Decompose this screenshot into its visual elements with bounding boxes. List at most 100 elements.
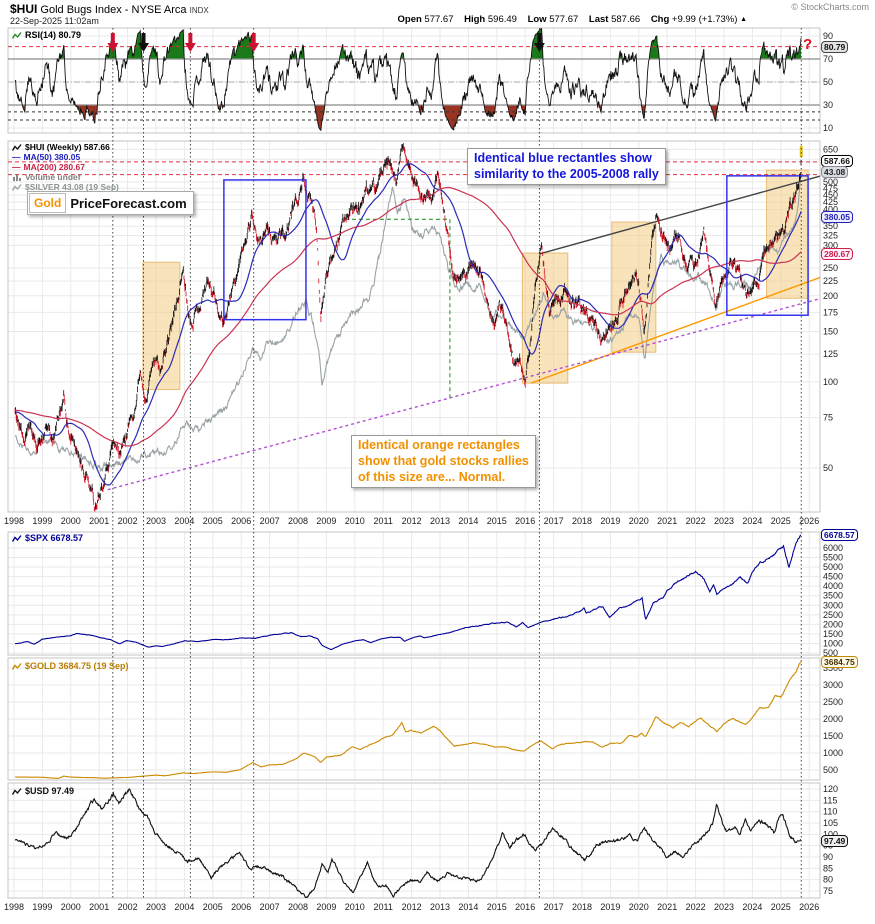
axis-tick-label: 2000 xyxy=(823,619,843,629)
axis-tick-label: 2500 xyxy=(823,610,843,620)
red-down-arrow xyxy=(107,33,119,52)
ma50-swatch: — xyxy=(12,152,21,162)
year-axis-label: 2002 xyxy=(118,516,138,526)
silver-line-icon xyxy=(11,183,22,192)
year-axis-label: 2005 xyxy=(203,902,223,912)
open-value: 577.67 xyxy=(424,14,454,25)
volume-legend-row: Volume undef xyxy=(12,172,119,182)
axis-tick-label: 175 xyxy=(823,307,838,317)
last-label: Last xyxy=(588,14,609,25)
gold-legend-label: $GOLD 3684.75 (19 Sep) xyxy=(25,661,129,671)
axis-tick-label: 500 xyxy=(823,648,838,658)
silver-legend-label: $SILVER 43.08 (19 Sep) xyxy=(25,182,119,192)
axis-tick-label: 85 xyxy=(823,863,833,873)
grid-gold xyxy=(8,658,820,780)
rsi-band-fill xyxy=(59,28,802,59)
hui-legend-block: $HUI (Weekly) 587.66 — MA(50) 380.05 — M… xyxy=(11,142,119,192)
axis-tick-label: 2500 xyxy=(823,697,843,707)
rsi-legend-label: RSI(14) 80.79 xyxy=(25,30,82,40)
axis-tick-label: 1500 xyxy=(823,731,843,741)
year-axis-label: 2022 xyxy=(686,516,706,526)
year-axis-label: 2005 xyxy=(203,516,223,526)
year-axis-label: 2023 xyxy=(714,902,734,912)
year-axis-label: 2018 xyxy=(572,902,592,912)
year-axis-label: 2014 xyxy=(458,902,478,912)
hui-candles-down xyxy=(14,143,798,512)
year-axis-label: 2002 xyxy=(118,902,138,912)
year-axis-label: 2012 xyxy=(402,516,422,526)
year-axis-label: 2012 xyxy=(402,902,422,912)
year-axis-label: 2009 xyxy=(316,902,336,912)
ma200-legend-label: MA(200) 280.67 xyxy=(23,162,85,172)
hui-legend-label: $HUI (Weekly) 587.66 xyxy=(25,142,110,152)
year-axis-label: 2013 xyxy=(430,516,450,526)
orange-note-line2: show that gold stocks rallies xyxy=(358,454,529,468)
year-axis-label: 2004 xyxy=(174,516,194,526)
year-axis-label: 2023 xyxy=(714,516,734,526)
low-value: 577.67 xyxy=(549,14,579,25)
hui-legend-row: $HUI (Weekly) 587.66 xyxy=(11,142,119,152)
year-axis-label: 2008 xyxy=(288,516,308,526)
year-axis-label: 2026 xyxy=(799,902,819,912)
axis-tick-label: 30 xyxy=(823,100,833,110)
gold-value-callout: 3684.75 xyxy=(821,656,858,668)
year-axis-label: 1998 xyxy=(4,516,24,526)
ma200-value-callout: 280.67 xyxy=(821,248,853,260)
axis-tick-label: 350 xyxy=(823,221,838,231)
usd-line xyxy=(14,788,802,898)
year-axis-label: 2026 xyxy=(799,516,819,526)
year-axis-label: 2009 xyxy=(316,516,336,526)
axis-tick-label: 120 xyxy=(823,784,838,794)
spx-legend: $SPX 6678.57 xyxy=(11,533,84,543)
orange-highlight-rect xyxy=(142,261,181,391)
year-axis-label: 2022 xyxy=(686,902,706,912)
axis-tick-label: 70 xyxy=(823,54,833,64)
copyright: © StockCharts.com xyxy=(791,2,869,12)
year-axis-label: 2000 xyxy=(61,902,81,912)
axis-tick-label: 3000 xyxy=(823,680,843,690)
axis-tick-label: 6000 xyxy=(823,543,843,553)
year-axis-label: 2021 xyxy=(657,902,677,912)
last-value: 587.66 xyxy=(611,14,641,25)
year-axis-label: 2011 xyxy=(374,516,393,526)
axis-tick-label: 5500 xyxy=(823,553,843,563)
orange-note-line1: Identical orange rectangles xyxy=(358,438,520,452)
axis-tick-label: 400 xyxy=(823,205,838,215)
axis-tick-label: 115 xyxy=(823,795,837,805)
axis-tick-label: 500 xyxy=(823,177,838,187)
panel-border-gold xyxy=(7,657,821,781)
axis-tick-label: 105 xyxy=(823,818,838,828)
line-chart-icon xyxy=(11,662,22,671)
gold-line xyxy=(14,661,802,779)
high-label: High xyxy=(464,14,486,25)
chart-datetime: 22-Sep-2025 11:02am xyxy=(10,16,99,26)
axis-tick-label: 150 xyxy=(823,327,838,337)
blue-comparison-rect xyxy=(726,175,809,316)
year-axis-label: 2010 xyxy=(345,516,365,526)
rsi-line xyxy=(14,27,802,132)
black-down-arrow xyxy=(138,33,150,52)
axis-tick-label: 3500 xyxy=(823,591,843,601)
high-value: 596.49 xyxy=(487,14,517,25)
silver-value-callout: 43.08 xyxy=(821,166,849,178)
hui-panel-content xyxy=(8,143,820,512)
axis-tick-label: 650 xyxy=(823,144,838,154)
grid-spx xyxy=(8,532,820,655)
ohlc-quote: Open 577.67 High 596.49 Low 577.67 Last … xyxy=(398,14,748,25)
axis-tick-label: 100 xyxy=(823,829,838,839)
year-axis-label: 1998 xyxy=(4,902,24,912)
ma50-line xyxy=(14,163,802,486)
year-axis-label: 2017 xyxy=(544,516,564,526)
year-axis-label: 2024 xyxy=(742,902,762,912)
grid-usd xyxy=(8,783,820,898)
axis-tick-label: 225 xyxy=(823,276,838,286)
axis-tick-label: 125 xyxy=(823,349,838,359)
axis-tick-label: 50 xyxy=(823,77,833,87)
year-axis-label: 2007 xyxy=(260,516,280,526)
usd-value-callout: 97.49 xyxy=(821,835,849,847)
spx-legend-label: $SPX 6678.57 xyxy=(25,533,84,543)
volume-bars-icon xyxy=(12,173,22,182)
year-axis-label: 2010 xyxy=(345,902,365,912)
year-axis-label: 2007 xyxy=(260,902,280,912)
